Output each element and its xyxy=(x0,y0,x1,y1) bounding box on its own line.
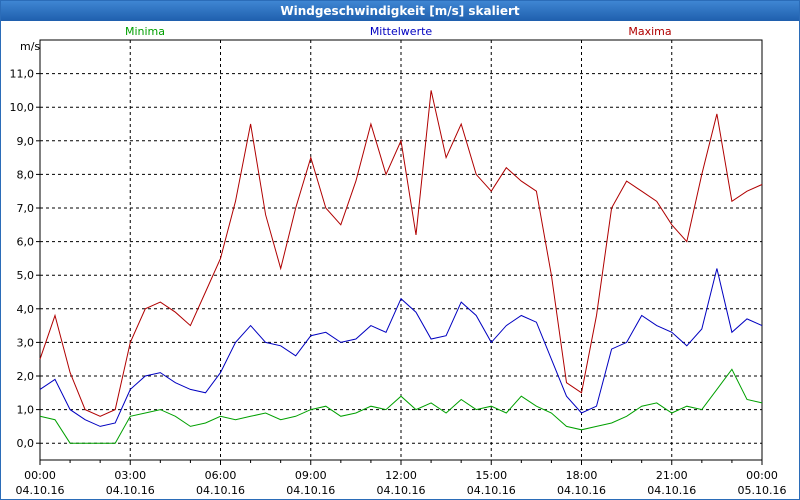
y-tick-label: 9,0 xyxy=(17,135,35,148)
x-tick-time: 21:00 xyxy=(656,469,688,482)
x-tick-date: 04.10.16 xyxy=(647,484,696,497)
y-tick-label: 10,0 xyxy=(10,101,35,114)
series-line-maxima xyxy=(39,90,763,417)
x-axis: 00:00 04.10.16 03:00 04.10.16 06:00 04.10.16 0… xyxy=(16,460,787,497)
y-tick-label: 1,0 xyxy=(17,404,35,417)
series-lines xyxy=(39,90,763,444)
y-tick-label: 0,0 xyxy=(17,437,35,450)
x-tick-time: 00:00 xyxy=(24,469,56,482)
window-title: Windgeschwindigkeit [m/s] skaliert xyxy=(1,1,799,21)
x-tick-date: 04.10.16 xyxy=(16,484,65,497)
x-tick-date: 04.10.16 xyxy=(286,484,335,497)
x-tick-time: 00:00 xyxy=(746,469,778,482)
x-tick-date: 04.10.16 xyxy=(377,484,426,497)
y-axis-label: m/s xyxy=(20,40,40,53)
legend-entry-maxima: Maxima xyxy=(628,25,671,38)
y-tick-label: 2,0 xyxy=(17,370,35,383)
x-tick-date: 04.10.16 xyxy=(467,484,516,497)
y-tick-label: 3,0 xyxy=(17,336,35,349)
x-tick-time: 18:00 xyxy=(566,469,598,482)
x-tick-date: 04.10.16 xyxy=(196,484,245,497)
series-line-minima xyxy=(39,368,763,444)
x-tick-date: 04.10.16 xyxy=(557,484,606,497)
x-tick-time: 12:00 xyxy=(385,469,417,482)
x-tick-time: 06:00 xyxy=(205,469,237,482)
x-tick-time: 03:00 xyxy=(114,469,146,482)
legend: Minima Mittelwerte Maxima xyxy=(125,25,672,38)
legend-entry-mittelwerte: Mittelwerte xyxy=(370,25,433,38)
y-tick-label: 4,0 xyxy=(17,303,35,316)
y-axis: 0,0 1,0 2,0 3,0 4,0 5,0 6,0 7,0 8,0 9,0 10,0 11,0 xyxy=(10,68,40,450)
y-tick-label: 8,0 xyxy=(17,168,35,181)
x-tick-time: 15:00 xyxy=(475,469,507,482)
y-tick-label: 7,0 xyxy=(17,202,35,215)
x-tick-date: 05.10.16 xyxy=(738,484,787,497)
x-tick-date: 04.10.16 xyxy=(106,484,155,497)
series-line-mittelwerte xyxy=(39,268,763,427)
legend-entry-minima: Minima xyxy=(125,25,165,38)
y-tick-label: 11,0 xyxy=(10,68,35,81)
x-tick-time: 09:00 xyxy=(295,469,327,482)
y-tick-label: 6,0 xyxy=(17,236,35,249)
y-tick-label: 5,0 xyxy=(17,269,35,282)
